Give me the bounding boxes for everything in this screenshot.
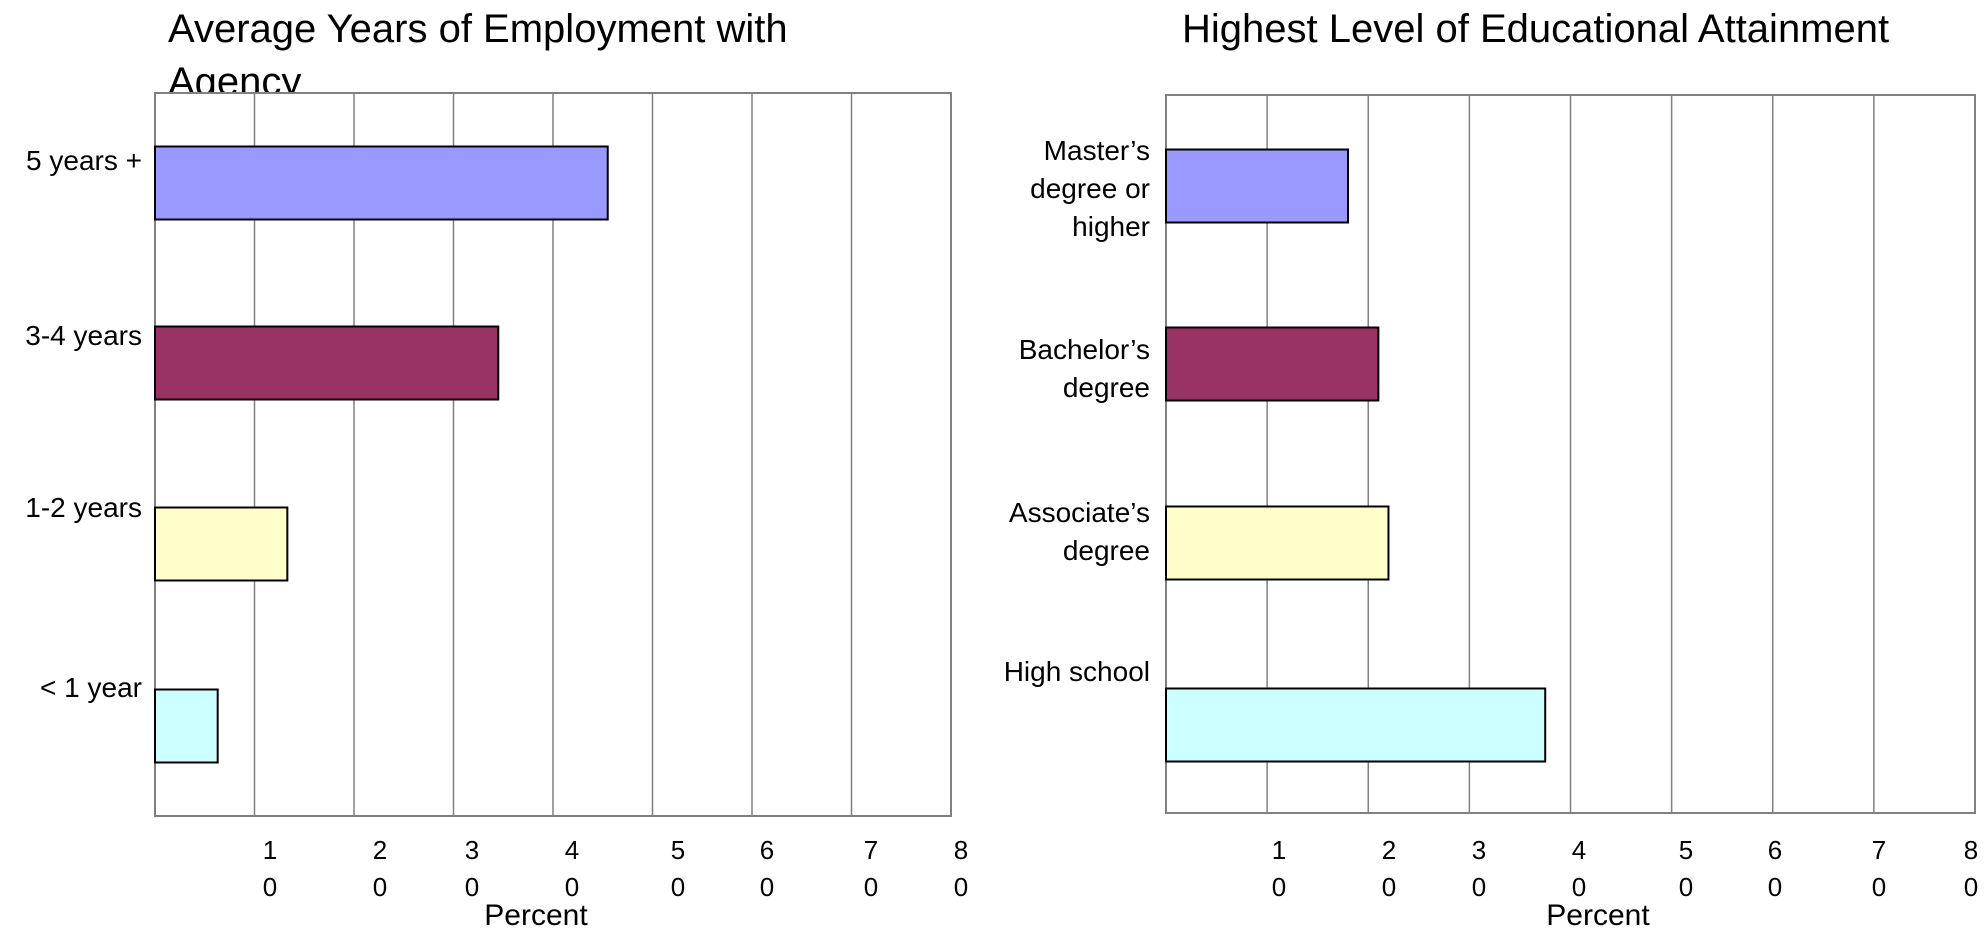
education-x-axis-label: Percent: [1546, 899, 1650, 931]
employment-bar-3: [154, 688, 219, 764]
employment-x-tick-labels: 1 0 2 0 3 0 4 0 5 0 6 0 7 0 8 0: [263, 835, 968, 902]
employment-category-label-0: 5 years +: [26, 145, 142, 176]
employment-category-label-1: 3-4 years: [25, 320, 142, 351]
education-category-label-1: Bachelor’s degree: [1019, 334, 1150, 403]
education-bar-1: [1165, 326, 1380, 402]
education-category-label-2: Associate’s degree: [1009, 497, 1150, 566]
education-bar-0: [1165, 148, 1350, 224]
employment-bar-2: [154, 506, 289, 582]
employment-x-axis-label: Percent: [484, 899, 588, 931]
employment-category-labels: 5 years + 3-4 years 1-2 years < 1 year: [25, 145, 142, 703]
employment-bar-1: [154, 325, 500, 401]
education-category-label-3: High school: [1004, 656, 1150, 687]
employment-category-label-3: < 1 year: [40, 672, 142, 703]
education-bars: [1165, 148, 1547, 763]
education-x-tick-labels: 1 0 2 0 3 0 4 0 5 0 6 0 7 0 8 0: [1272, 835, 1978, 902]
education-chart-title: Highest Level of Educational Attainment: [1182, 7, 1889, 51]
employment-bar-0: [154, 145, 609, 221]
education-category-label-0: Master’s degree or higher: [1030, 135, 1150, 242]
employment-category-label-2: 1-2 years: [25, 492, 142, 523]
employment-chart: Average Years of Employment with Agency …: [25, 7, 968, 931]
employment-chart-title-line-1: Average Years of Employment with: [168, 7, 788, 51]
education-bar-3: [1165, 687, 1547, 763]
education-bar-2: [1165, 505, 1390, 581]
education-chart: Highest Level of Educational Attainment …: [1004, 7, 1979, 931]
education-category-labels: Master’s degree or higher Bachelor’s degree A…: [1004, 135, 1150, 687]
employment-bars: [154, 145, 609, 764]
